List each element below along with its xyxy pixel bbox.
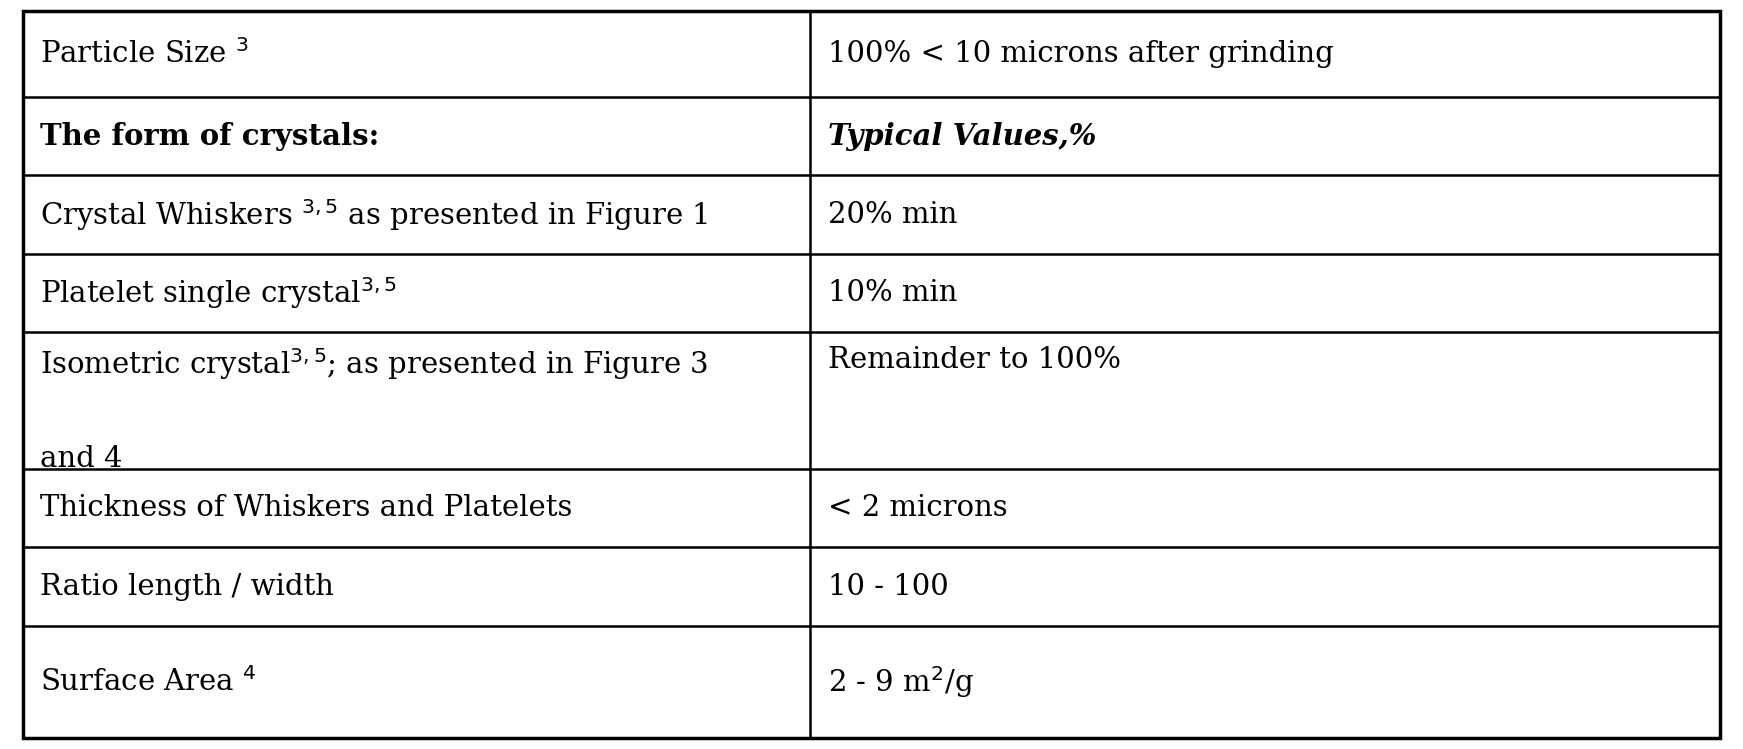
Text: 10% min: 10% min [828, 279, 957, 307]
Text: Surface Area $^4$: Surface Area $^4$ [40, 667, 256, 697]
Text: Thickness of Whiskers and Platelets: Thickness of Whiskers and Platelets [40, 494, 572, 522]
Text: 20% min: 20% min [828, 201, 957, 228]
Text: 2 - 9 m$^2$/g: 2 - 9 m$^2$/g [828, 664, 974, 700]
Text: Particle Size $^3$: Particle Size $^3$ [40, 39, 249, 69]
Text: Ratio length / width: Ratio length / width [40, 573, 335, 601]
Text: < 2 microns: < 2 microns [828, 494, 1007, 522]
Text: Isometric crystal$^{3,5}$; as presented in Figure 3

and 4: Isometric crystal$^{3,5}$; as presented … [40, 346, 708, 473]
Text: 100% < 10 microns after grinding: 100% < 10 microns after grinding [828, 40, 1333, 68]
Text: Typical Values,%: Typical Values,% [828, 121, 1096, 151]
Text: 10 - 100: 10 - 100 [828, 573, 948, 601]
Text: Remainder to 100%: Remainder to 100% [828, 346, 1121, 374]
Text: The form of crystals:: The form of crystals: [40, 121, 380, 151]
Text: Platelet single crystal$^{3,5}$: Platelet single crystal$^{3,5}$ [40, 275, 397, 311]
Text: Crystal Whiskers $^{3,5}$ as presented in Figure 1: Crystal Whiskers $^{3,5}$ as presented i… [40, 197, 708, 233]
